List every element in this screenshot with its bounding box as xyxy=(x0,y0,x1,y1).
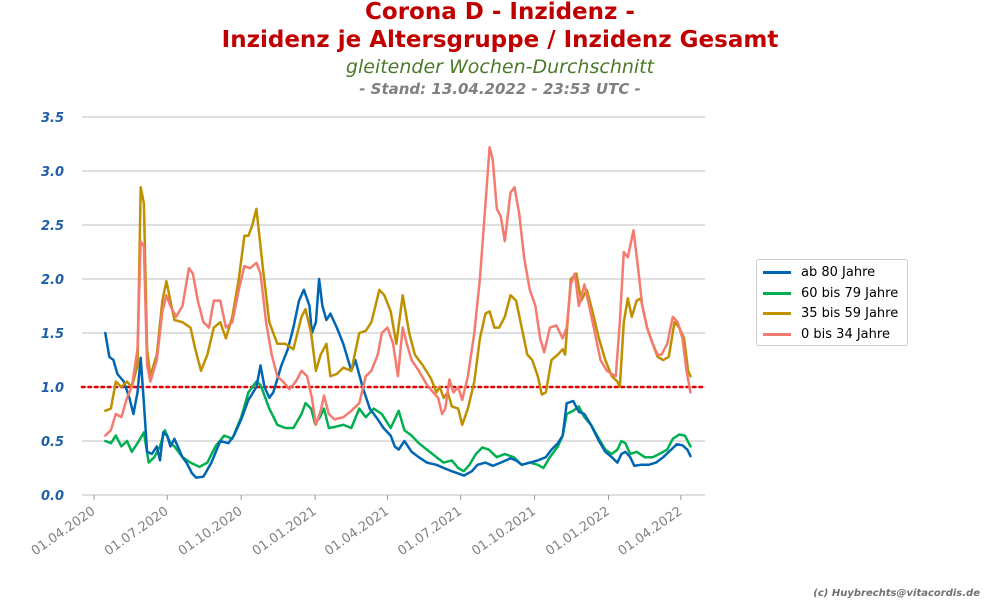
y-axis: 0.0 0.5 1.0 1.5 2.0 2.5 3.0 3.5 xyxy=(41,111,64,504)
legend-label: 35 bis 59 Jahre xyxy=(801,305,899,321)
legend-item-0-34: 0 bis 34 Jahre xyxy=(763,324,890,344)
y-tick-label: 1.5 xyxy=(41,327,64,342)
legend-label: 60 bis 79 Jahre xyxy=(801,285,899,301)
x-tick-label: 01.04.2021 xyxy=(322,504,392,559)
x-tick-label: 01.07.2021 xyxy=(395,504,465,559)
legend-swatch xyxy=(763,291,791,295)
legend-item-35-59: 35 bis 59 Jahre xyxy=(763,303,898,323)
series-line-2 xyxy=(104,380,692,473)
y-tick-label: 3.0 xyxy=(41,165,64,180)
chart-title: Corona D - Inzidenz - xyxy=(365,0,635,25)
legend-item-60-79: 60 bis 79 Jahre xyxy=(763,283,898,303)
y-tick-label: 0.0 xyxy=(41,489,64,504)
x-tick-label: 01.01.2021 xyxy=(250,504,320,559)
copyright-credit: (c) Huybrechts@vitacordis.de xyxy=(813,588,980,599)
timestamp-label: - Stand: 13.04.2022 - 23:53 UTC - xyxy=(359,80,641,98)
x-tick-label: 01.10.2020 xyxy=(176,504,246,559)
y-tick-label: 2.0 xyxy=(41,273,64,288)
legend-swatch xyxy=(763,311,791,315)
y-tick-label: 2.5 xyxy=(41,219,64,234)
series-line-3 xyxy=(104,185,692,427)
x-tick-label: 01.04.2022 xyxy=(616,504,686,559)
legend: ab 80 Jahre 60 bis 79 Jahre 35 bis 59 Ja… xyxy=(756,259,908,346)
legend-label: ab 80 Jahre xyxy=(801,264,876,280)
series-line-1 xyxy=(104,277,692,479)
chart-subtitle: gleitender Wochen-Durchschnitt xyxy=(345,56,655,78)
legend-swatch xyxy=(763,332,791,336)
x-axis: 01.04.2020 01.07.2020 01.10.2020 01.01.2021… xyxy=(29,495,685,559)
y-tick-label: 0.5 xyxy=(41,435,64,450)
series-lines xyxy=(104,145,692,479)
x-tick-label: 01.01.2022 xyxy=(543,504,613,559)
legend-label: 0 bis 34 Jahre xyxy=(801,326,890,342)
x-tick-label: 01.04.2020 xyxy=(29,504,99,559)
x-tick-label: 01.10.2021 xyxy=(469,504,539,559)
legend-item-ab80: ab 80 Jahre xyxy=(763,262,875,282)
y-tick-label: 1.0 xyxy=(41,381,64,396)
series-line-4 xyxy=(104,145,692,437)
y-tick-label: 3.5 xyxy=(41,111,64,126)
chart-title-line2: Inzidenz je Altersgruppe / Inzidenz Gesa… xyxy=(221,27,779,53)
x-tick-label: 01.07.2020 xyxy=(102,504,172,559)
legend-swatch xyxy=(763,270,791,274)
